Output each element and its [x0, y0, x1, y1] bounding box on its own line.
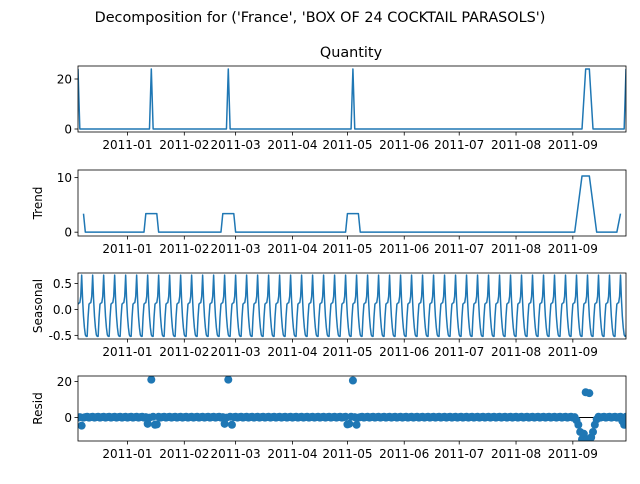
x-tick-label: 2011-05 [322, 345, 372, 359]
x-tick-label: 2011-05 [322, 138, 372, 152]
x-tick-label: 2011-07 [434, 138, 484, 152]
y-tick-label: 0 [64, 411, 72, 425]
x-tick-label: 2011-06 [379, 447, 429, 461]
observed-panel-title: Quantity [320, 45, 383, 61]
resid-point [341, 412, 350, 421]
resid-point [149, 412, 158, 421]
x-tick-label: 2011-02 [159, 242, 209, 256]
resid-point [152, 420, 161, 429]
trend-plot-area [82, 175, 622, 233]
resid-plot-area [78, 376, 626, 441]
resid-point [345, 419, 354, 428]
panel-trend: 0 10 Trend 2011-01 2011-02 2011-03 2011-04 2011… [31, 169, 627, 256]
resid-point [589, 427, 598, 436]
resid-point [227, 420, 236, 429]
x-tick-label: 2011-01 [102, 138, 152, 152]
resid-point [78, 421, 86, 430]
x-tick-label: 2011-03 [211, 447, 261, 461]
resid-axes-frame [77, 375, 627, 442]
x-tick-label: 2011-07 [434, 242, 484, 256]
panel-resid: 0 20 Resid 2011-01 2011-02 2011-03 2011-04 2011… [31, 375, 627, 461]
x-tick-label: 2011-03 [211, 345, 261, 359]
seasonal-ylabel: Seasonal [31, 279, 45, 333]
x-tick-label: 2011-09 [548, 242, 598, 256]
resid-point [224, 376, 233, 384]
observed-plot-area [78, 68, 626, 130]
figure-title: Decomposition for ('France', 'BOX OF 24 … [95, 10, 546, 26]
x-tick-label: 2011-05 [322, 447, 372, 461]
trend-line [82, 175, 622, 233]
resid-point [574, 420, 583, 429]
x-tick-label: 2011-01 [102, 345, 152, 359]
x-tick-label: 2011-04 [267, 138, 317, 152]
x-tick-label: 2011-04 [267, 242, 317, 256]
x-tick-label: 2011-09 [548, 345, 598, 359]
x-tick-label: 2011-02 [159, 345, 209, 359]
x-tick-label: 2011-06 [379, 242, 429, 256]
x-tick-label: 2011-08 [491, 345, 541, 359]
x-tick-label: 2011-09 [548, 447, 598, 461]
x-tick-label: 2011-07 [434, 447, 484, 461]
observed-axes-frame [77, 65, 627, 133]
y-tick-label: 0 [64, 123, 72, 137]
x-tick-label: 2011-05 [322, 242, 372, 256]
x-tick-label: 2011-08 [491, 138, 541, 152]
x-tick-label: 2011-02 [159, 447, 209, 461]
resid-point [620, 420, 626, 429]
x-tick-label: 2011-09 [548, 138, 598, 152]
resid-ylabel: Resid [31, 392, 45, 424]
x-tick-label: 2011-01 [102, 242, 152, 256]
trend-ylabel: Trend [31, 187, 45, 221]
y-tick-label: 0 [64, 226, 72, 240]
resid-point [622, 412, 626, 421]
resid-point [147, 376, 156, 384]
x-tick-label: 2011-04 [267, 447, 317, 461]
x-tick-label: 2011-07 [434, 345, 484, 359]
x-tick-label: 2011-06 [379, 138, 429, 152]
y-tick-label: 10 [57, 171, 72, 185]
y-tick-label: 0.5 [53, 277, 72, 291]
resid-point [143, 419, 152, 428]
y-tick-label: 20 [57, 73, 72, 87]
x-tick-label: 2011-03 [211, 138, 261, 152]
resid-point [352, 420, 361, 429]
trend-axes-frame [77, 169, 627, 237]
y-tick-label: -0.5 [49, 329, 72, 343]
resid-point [220, 419, 229, 428]
panel-observed: 0 20 2011-01 2011-02 2011-03 2011-04 2011-05 20… [57, 65, 627, 152]
x-tick-label: 2011-02 [159, 138, 209, 152]
x-tick-label: 2011-01 [102, 447, 152, 461]
observed-line [78, 68, 626, 130]
y-tick-label: 20 [57, 375, 72, 389]
x-tick-label: 2011-03 [211, 242, 261, 256]
x-tick-label: 2011-06 [379, 345, 429, 359]
x-tick-label: 2011-04 [267, 345, 317, 359]
y-tick-label: 0.0 [53, 303, 72, 317]
x-tick-label: 2011-08 [491, 242, 541, 256]
seasonal-plot-area [78, 274, 626, 338]
resid-point [348, 376, 357, 385]
seasonal-line [78, 274, 626, 338]
panel-seasonal: -0.5 0.0 0.5 Seasonal 2011-01 2011-02 2011-03 2… [31, 272, 627, 359]
x-tick-label: 2011-08 [491, 447, 541, 461]
seasonal-axes-frame [77, 272, 627, 340]
resid-point [585, 389, 594, 398]
